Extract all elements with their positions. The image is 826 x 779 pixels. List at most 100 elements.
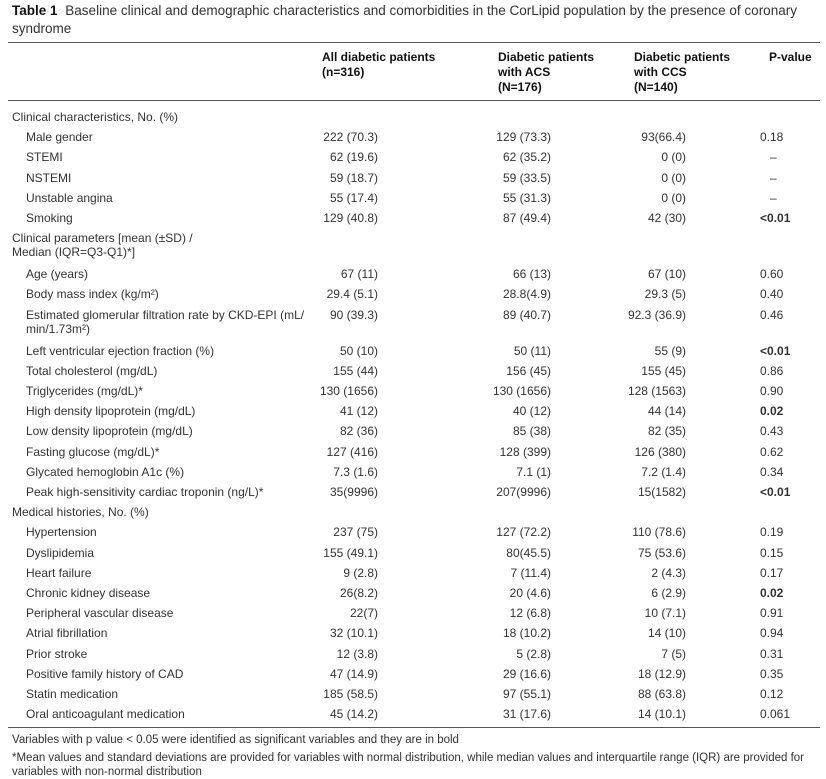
table-row: Low density lipoprotein (mg/dL) 82 (36) 85… — [0, 422, 826, 442]
value-ccs-patients: 0 (0) — [661, 150, 686, 165]
row-label: Left ventricular ejection fraction (%) — [26, 343, 215, 358]
value-all-patients: 222 (70.3) — [323, 130, 378, 145]
value-p-value: 0.02 — [760, 404, 784, 419]
value-acs-patients: 5 (2.8) — [516, 646, 551, 661]
value-all-patients: 55 (17.4) — [329, 190, 378, 205]
row-label: NSTEMI — [26, 170, 72, 185]
row-label: Low density lipoprotein (mg/dL) — [26, 424, 193, 439]
row-label: Glycated hemoglobin A1c (%) — [26, 464, 185, 479]
row-label: STEMI — [26, 150, 63, 165]
value-p-value: 0.061 — [760, 707, 791, 722]
value-ccs-patients: 75 (53.6) — [637, 545, 686, 560]
row-label: Unstable angina — [26, 190, 113, 205]
row-label: Body mass index (kg/m²) — [26, 287, 159, 302]
row-label: Dyslipidemia — [26, 545, 95, 560]
row-label: Estimated glomerular filtration rate by … — [26, 307, 305, 336]
value-all-patients: 237 (75) — [333, 525, 378, 540]
value-ccs-patients: 7 (5) — [661, 646, 686, 661]
row-label: Fasting glucose (mg/dL)* — [26, 444, 160, 459]
value-acs-patients: 97 (55.1) — [502, 687, 551, 701]
table-row: Fasting glucose (mg/dL)* 127 (416) 128 (39… — [0, 443, 826, 463]
row-label: Triglycerides (mg/dL)* — [26, 384, 143, 398]
value-all-patients: 185 (58.5) — [323, 687, 378, 701]
value-all-patients: 7.3 (1.6) — [333, 464, 378, 479]
value-ccs-patients: 93(66.4) — [641, 130, 686, 145]
value-ccs-patients: 155 (45) — [641, 363, 686, 378]
value-ccs-patients: 2 (4.3) — [651, 565, 686, 580]
footnote-significance: Variables with p value < 0.05 were ident… — [12, 734, 459, 747]
table-row: Peak high-sensitivity cardiac troponin (… — [0, 483, 826, 503]
table-row: STEMI 62 (19.6) 62 (35.2) 0 (0) – — [0, 148, 826, 168]
section-header-row: Medical histories, No. (%) — [0, 503, 826, 523]
row-label: Total cholesterol (mg/dL) — [26, 363, 158, 378]
value-all-patients: 35(9996) — [329, 485, 378, 499]
value-all-patients: 59 (18.7) — [329, 170, 378, 185]
value-acs-patients: 50 (11) — [513, 343, 551, 358]
table-row: Body mass index (kg/m²) 29.4 (5.1) 28.8(4.… — [0, 285, 826, 305]
table-row: Estimated glomerular filtration rate by … — [0, 306, 826, 342]
caption-label: Table 1 — [12, 3, 58, 18]
value-acs-patients: 89 (40.7) — [502, 307, 551, 322]
value-all-patients: 62 (19.6) — [329, 150, 378, 165]
value-all-patients: 129 (40.8) — [323, 211, 378, 225]
value-acs-patients: 7 (11.4) — [510, 565, 551, 580]
value-acs-patients: 29 (16.6) — [502, 666, 551, 681]
value-acs-patients: 12 (6.8) — [509, 606, 551, 621]
value-all-patients: 45 (14.2) — [329, 707, 378, 722]
value-acs-patients: 66 (13) — [512, 267, 551, 282]
table-row: Peripheral vascular disease 22(7) 12 (6.8)… — [0, 604, 826, 624]
value-p-value: <0.01 — [760, 211, 791, 225]
header-rule — [8, 100, 820, 101]
value-all-patients: 155 (44) — [333, 363, 378, 378]
row-label: Oral anticoagulant medication — [26, 707, 185, 722]
row-label: Male gender — [26, 130, 93, 145]
value-p-value: <0.01 — [760, 485, 791, 499]
value-p-value: 0.12 — [760, 687, 784, 701]
table-caption: Table 1 Baseline clinical and demographi… — [12, 2, 818, 38]
bottom-rule — [8, 727, 820, 729]
table-row: Total cholesterol (mg/dL) 155 (44) 156 (45… — [0, 362, 826, 382]
header-ccs-patients: Diabetic patients with CCS (N=140) — [634, 50, 731, 94]
value-all-patients: 9 (2.8) — [343, 565, 378, 580]
table-row: NSTEMI 59 (18.7) 59 (33.5) 0 (0) – — [0, 169, 826, 189]
value-all-patients: 127 (416) — [326, 444, 378, 459]
value-ccs-patients: 88 (63.8) — [637, 687, 686, 701]
value-p-value: 0.17 — [760, 565, 784, 580]
value-all-patients: 50 (10) — [339, 343, 378, 358]
value-acs-patients: 128 (399) — [499, 444, 551, 459]
value-p-value: 0.40 — [760, 287, 784, 302]
section-label: Clinical parameters [mean (±SD) / Median… — [12, 231, 193, 260]
value-acs-patients: 18 (10.2) — [502, 626, 551, 641]
row-label: High density lipoprotein (mg/dL) — [26, 404, 196, 419]
value-all-patients: 32 (10.1) — [329, 626, 378, 641]
header-all-patients: All diabetic patients (n=316) — [322, 50, 436, 79]
value-ccs-patients: 110 (78.6) — [632, 525, 686, 540]
value-all-patients: 12 (3.8) — [336, 646, 378, 661]
value-ccs-patients: 14 (10.1) — [637, 707, 686, 722]
table-row: Age (years) 67 (11) 66 (13) 67 (10) 0.60 — [0, 265, 826, 285]
value-p-value: 0.43 — [760, 424, 784, 439]
value-p-value: – — [770, 150, 777, 165]
value-ccs-patients: 0 (0) — [661, 170, 686, 185]
row-label: Chronic kidney disease — [26, 586, 151, 600]
row-label: Hypertension — [26, 525, 97, 540]
row-label: Atrial fibrillation — [26, 626, 108, 641]
value-acs-patients: 85 (38) — [512, 424, 551, 439]
table-row: Dyslipidemia 155 (49.1) 80(45.5) 75 (53.6) 0… — [0, 544, 826, 564]
value-acs-patients: 156 (45) — [506, 363, 551, 378]
header-acs-patients: Diabetic patients with ACS (N=176) — [498, 50, 595, 94]
value-acs-patients: 87 (49.4) — [502, 211, 551, 225]
value-all-patients: 67 (11) — [340, 267, 378, 282]
table-row: Hypertension 237 (75) 127 (72.2) 110 (78.6)… — [0, 523, 826, 543]
value-ccs-patients: 67 (10) — [647, 267, 686, 282]
table-row: Left ventricular ejection fraction (%) 50… — [0, 342, 826, 362]
row-label: Prior stroke — [26, 646, 88, 661]
row-label: Positive family history of CAD — [26, 666, 184, 681]
value-all-patients: 155 (49.1) — [323, 545, 378, 560]
value-p-value: 0.60 — [760, 267, 784, 282]
value-p-value: 0.02 — [760, 586, 784, 600]
value-acs-patients: 80(45.5) — [506, 545, 551, 560]
value-acs-patients: 59 (33.5) — [502, 170, 551, 185]
value-all-patients: 26(8.2) — [339, 586, 378, 600]
